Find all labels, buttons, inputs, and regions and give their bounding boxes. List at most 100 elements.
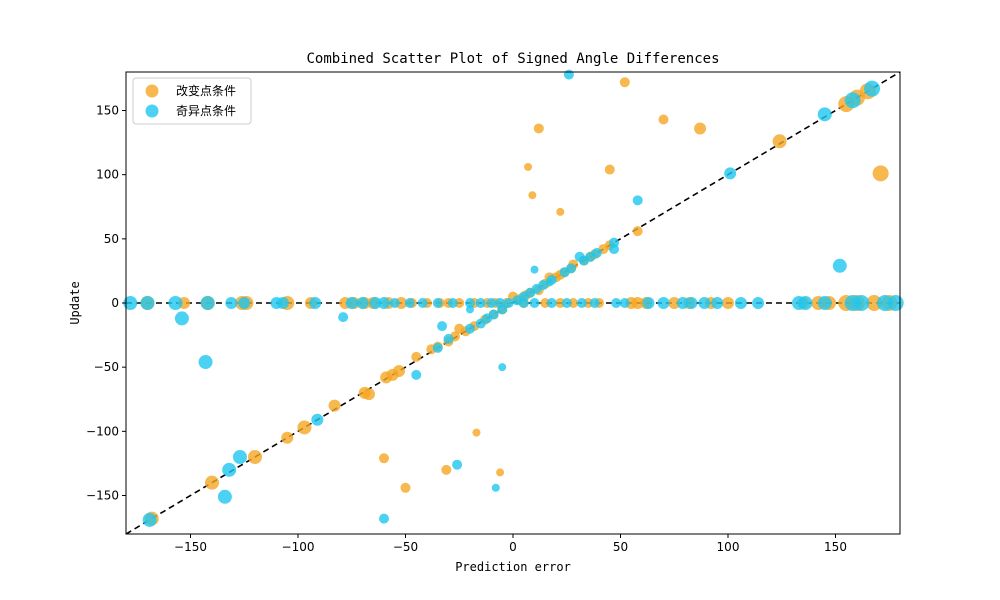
scatter-point-series-1: [529, 298, 540, 308]
scatter-point-series-1: [404, 298, 415, 308]
scatter-point-series-1: [338, 312, 349, 323]
scatter-point-series-1: [447, 298, 458, 308]
scatter-point-series-1: [864, 80, 881, 97]
scatter-point-series-1: [222, 462, 237, 477]
y-tick-label: −100: [86, 424, 119, 438]
x-tick-label: 50: [613, 540, 628, 554]
scatter-point-series-0: [328, 399, 341, 412]
scatter-point-series-1: [311, 413, 324, 426]
scatter-point-series-0: [205, 475, 219, 490]
scatter-point-series-1: [200, 296, 215, 310]
scatter-point-series-0: [694, 122, 707, 135]
scatter-point-series-1: [497, 304, 508, 315]
scatter-point-series-0: [632, 226, 643, 237]
y-tick-label: −50: [94, 360, 119, 374]
scatter-point-series-1: [491, 483, 500, 492]
scatter-point-series-1: [498, 363, 507, 372]
scatter-point-series-1: [676, 297, 689, 309]
scatter-point-series-1: [503, 298, 514, 308]
y-tick-label: −150: [86, 489, 119, 503]
scatter-point-series-1: [546, 298, 557, 308]
legend: 改变点条件 奇异点条件: [132, 77, 252, 125]
scatter-point-series-1: [832, 258, 847, 273]
scatter-point-series-1: [465, 298, 475, 308]
y-tick-label: 50: [104, 232, 119, 246]
scatter-point-series-0: [533, 123, 544, 134]
scatter-point-series-1: [724, 167, 737, 180]
scatter-point-series-0: [658, 114, 669, 125]
plot-frame: [125, 71, 901, 535]
x-tick-label: −100: [282, 540, 315, 554]
scatter-point-series-1: [591, 247, 602, 258]
scatter-point-series-1: [232, 450, 247, 464]
scatter-point-series-1: [698, 297, 711, 309]
scatter-point-series-1: [142, 512, 157, 527]
scatter-point-series-0: [668, 297, 681, 309]
scatter-point-series-1: [734, 297, 747, 309]
scatter-point-series-1: [844, 92, 861, 109]
scatter-point-series-1: [486, 298, 497, 308]
scatter-point-series-0: [441, 464, 452, 475]
scatter-point-series-1: [217, 489, 232, 504]
scatter-point-series-1: [685, 297, 698, 309]
scatter-point-series-1: [798, 296, 813, 310]
scatter-point-series-0: [631, 297, 644, 309]
scatter-point-series-1: [545, 278, 554, 287]
scatter-point-series-0: [248, 450, 262, 464]
scatter-point-series-1: [619, 298, 630, 308]
y-axis-ticks: −150 −100 −50 0 50 100 150: [86, 104, 126, 503]
scatter-point-series-1: [566, 263, 577, 274]
y-tick-label: 0: [111, 296, 119, 310]
scatter-point-series-1: [576, 298, 587, 308]
scatter-point-series-1: [452, 459, 463, 470]
scatter-point-series-1: [563, 69, 574, 80]
x-tick-label: 100: [717, 540, 740, 554]
scatter-point-series-1: [378, 297, 390, 309]
scatter-point-series-1: [174, 311, 189, 326]
scatter-point-series-0: [297, 420, 312, 435]
scatter-point-series-0: [604, 164, 615, 175]
scatter-point-series-1: [530, 265, 539, 274]
scatter-point-series-0: [393, 365, 406, 378]
scatter-point-series-1: [379, 513, 389, 524]
scatter-point-series-1: [198, 355, 213, 370]
legend-box: [132, 77, 252, 125]
plot-area: [123, 69, 904, 535]
scatter-point-series-1: [475, 298, 486, 308]
x-tick-label: −150: [174, 540, 207, 554]
scatter-point-series-0: [281, 431, 294, 444]
chart-title: Combined Scatter Plot of Signed Angle Di…: [306, 51, 719, 67]
scatter-point-series-1: [432, 342, 443, 353]
scatter-point-series-1: [276, 297, 289, 309]
scatter-point-series-1: [488, 309, 499, 320]
scatter-point-series-0: [472, 428, 481, 437]
scatter-point-series-1: [411, 369, 422, 380]
scatter-point-series-0: [722, 297, 734, 309]
scatter-point-series-1: [466, 305, 474, 314]
x-tick-label: −50: [393, 540, 418, 554]
data-points: [123, 69, 904, 527]
scatter-point-series-0: [400, 482, 411, 493]
legend-label-change-point: 改变点条件: [176, 83, 236, 98]
scatter-point-series-0: [379, 453, 389, 464]
scatter-point-series-0: [362, 388, 375, 401]
scatter-point-series-1: [123, 296, 138, 310]
y-axis-label: Update: [68, 281, 82, 324]
scatter-point-series-1: [632, 195, 643, 206]
scatter-point-series-1: [642, 297, 655, 309]
scatter-point-series-1: [817, 296, 832, 310]
scatter-point-series-1: [752, 297, 765, 309]
scatter-point-series-0: [411, 351, 422, 362]
x-axis-ticks: −150 −100 −50 0 50 100 150: [174, 534, 847, 554]
scatter-point-series-0: [872, 165, 889, 182]
scatter-point-series-1: [140, 296, 155, 310]
scatter-point-series-1: [611, 298, 622, 308]
scatter-point-series-1: [465, 323, 475, 334]
scatter-point-series-1: [853, 295, 870, 311]
scatter-point-series-0: [496, 468, 505, 477]
x-axis-label: Prediction error: [455, 560, 571, 574]
legend-marker-oddball: [145, 104, 159, 118]
scatter-point-series-0: [619, 77, 630, 88]
scatter-point-series-0: [524, 162, 533, 171]
